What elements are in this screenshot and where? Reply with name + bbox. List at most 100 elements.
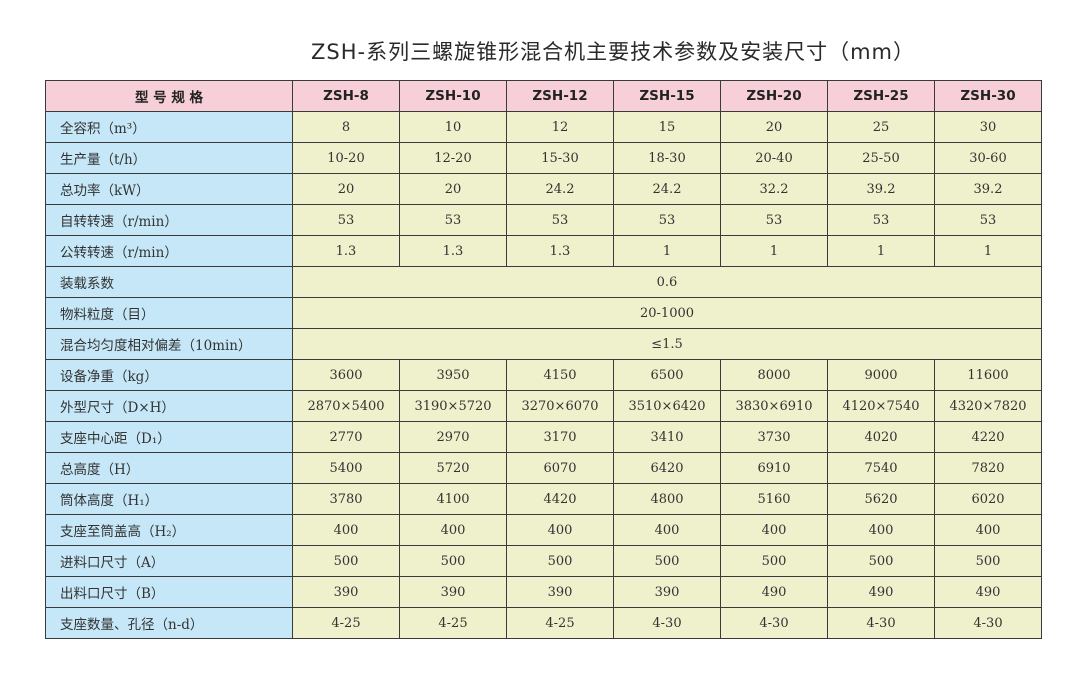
table-row: 装载系数 0.6 — [45, 266, 1042, 298]
row-label: 总高度（H） — [45, 452, 293, 484]
value-cell: 32.2 — [720, 173, 828, 205]
table-row: 出料口尺寸（B） 390 390 390 390 490 490 490 — [45, 576, 1042, 608]
value-cell: 5620 — [827, 483, 935, 515]
table-row: 设备净重（kg） 3600 3950 4150 6500 8000 9000 11600 — [45, 359, 1042, 391]
value-cell: 4420 — [506, 483, 614, 515]
value-cell: 2970 — [399, 421, 507, 453]
value-cell: 3170 — [506, 421, 614, 453]
value-cell: 4020 — [827, 421, 935, 453]
value-cell: 4-30 — [613, 607, 721, 639]
value-cell: 500 — [613, 545, 721, 577]
value-cell: 400 — [613, 514, 721, 546]
row-label: 混合均匀度相对偏差（10min） — [45, 328, 293, 360]
value-cell: 12 — [506, 111, 614, 143]
table-row: 生产量（t/h） 10-20 12-20 15-30 18-30 20-40 25-50 30… — [45, 142, 1042, 174]
value-cell: 6910 — [720, 452, 828, 484]
value-cell: 2870×5400 — [292, 390, 400, 422]
row-label: 总功率（kW） — [45, 173, 293, 205]
value-cell: 3830×6910 — [720, 390, 828, 422]
value-cell: 3600 — [292, 359, 400, 391]
value-cell: 8000 — [720, 359, 828, 391]
value-cell: 18-30 — [613, 142, 721, 174]
value-cell: 5160 — [720, 483, 828, 515]
value-cell: 39.2 — [934, 173, 1042, 205]
value-cell: 1 — [720, 235, 828, 267]
value-cell: 390 — [399, 576, 507, 608]
value-cell: 7820 — [934, 452, 1042, 484]
value-cell: 12-20 — [399, 142, 507, 174]
value-cell: 53 — [399, 204, 507, 236]
header-model: ZSH-8 — [292, 80, 400, 112]
value-cell: 4320×7820 — [934, 390, 1042, 422]
value-cell: 20-40 — [720, 142, 828, 174]
row-label: 全容积（m³） — [45, 111, 293, 143]
value-cell: 500 — [399, 545, 507, 577]
value-cell: 6070 — [506, 452, 614, 484]
row-label: 物料粒度（目） — [45, 297, 293, 329]
value-cell: 4150 — [506, 359, 614, 391]
value-cell: 53 — [720, 204, 828, 236]
row-label: 进料口尺寸（A） — [45, 545, 293, 577]
value-cell: 20 — [399, 173, 507, 205]
value-cell: 39.2 — [827, 173, 935, 205]
value-cell: 1.3 — [399, 235, 507, 267]
table-row: 总高度（H） 5400 5720 6070 6420 6910 7540 7820 — [45, 452, 1042, 484]
value-cell: 53 — [292, 204, 400, 236]
value-cell: 5400 — [292, 452, 400, 484]
value-cell: 400 — [934, 514, 1042, 546]
value-cell: 25-50 — [827, 142, 935, 174]
value-cell: 500 — [720, 545, 828, 577]
value-cell: 24.2 — [613, 173, 721, 205]
header-model: ZSH-20 — [720, 80, 828, 112]
value-cell: 6500 — [613, 359, 721, 391]
value-cell: 3510×6420 — [613, 390, 721, 422]
value-cell: 1 — [613, 235, 721, 267]
row-label: 装载系数 — [45, 266, 293, 298]
value-cell: 10-20 — [292, 142, 400, 174]
header-model: ZSH-15 — [613, 80, 721, 112]
value-cell: 4800 — [613, 483, 721, 515]
value-cell: 3270×6070 — [506, 390, 614, 422]
value-cell: 4-30 — [934, 607, 1042, 639]
value-cell: 500 — [506, 545, 614, 577]
value-cell: 4-25 — [292, 607, 400, 639]
value-cell: 390 — [506, 576, 614, 608]
value-cell: 400 — [720, 514, 828, 546]
table-row: 物料粒度（目） 20-1000 — [45, 297, 1042, 329]
header-model: ZSH-30 — [934, 80, 1042, 112]
value-cell: 390 — [292, 576, 400, 608]
value-cell: 400 — [827, 514, 935, 546]
value-cell: 53 — [827, 204, 935, 236]
value-cell: 6020 — [934, 483, 1042, 515]
merged-value-cell: 0.6 — [292, 266, 1042, 298]
value-cell: 4120×7540 — [827, 390, 935, 422]
table-row: 总功率（kW） 20 20 24.2 24.2 32.2 39.2 39.2 — [45, 173, 1042, 205]
row-label: 公转转速（r/min） — [45, 235, 293, 267]
value-cell: 5720 — [399, 452, 507, 484]
value-cell: 30 — [934, 111, 1042, 143]
value-cell: 8 — [292, 111, 400, 143]
value-cell: 500 — [934, 545, 1042, 577]
table-row: 支座至筒盖高（H₂） 400 400 400 400 400 400 400 — [45, 514, 1042, 546]
header-model-spec: 型 号 规 格 — [45, 80, 293, 112]
value-cell: 490 — [827, 576, 935, 608]
header-model: ZSH-12 — [506, 80, 614, 112]
value-cell: 7540 — [827, 452, 935, 484]
value-cell: 9000 — [827, 359, 935, 391]
value-cell: 20 — [292, 173, 400, 205]
value-cell: 11600 — [934, 359, 1042, 391]
value-cell: 53 — [506, 204, 614, 236]
table-row: 全容积（m³） 8 10 12 15 20 25 30 — [45, 111, 1042, 143]
header-row: 型 号 规 格 ZSH-8 ZSH-10 ZSH-12 ZSH-15 ZSH-20 ZSH-… — [45, 80, 1042, 112]
value-cell: 400 — [292, 514, 400, 546]
value-cell: 490 — [934, 576, 1042, 608]
page-title: ZSH-系列三螺旋锥形混合机主要技术参数及安装尺寸（mm） — [311, 40, 915, 64]
value-cell: 490 — [720, 576, 828, 608]
value-cell: 53 — [613, 204, 721, 236]
table-row: 外型尺寸（D×H） 2870×5400 3190×5720 3270×6070 3510… — [45, 390, 1042, 422]
table-row: 支座数量、孔径（n-d） 4-25 4-25 4-25 4-30 4-30 4-30 4-30 — [45, 607, 1042, 639]
value-cell: 2770 — [292, 421, 400, 453]
row-label: 支座数量、孔径（n-d） — [45, 607, 293, 639]
header-model: ZSH-25 — [827, 80, 935, 112]
value-cell: 3730 — [720, 421, 828, 453]
